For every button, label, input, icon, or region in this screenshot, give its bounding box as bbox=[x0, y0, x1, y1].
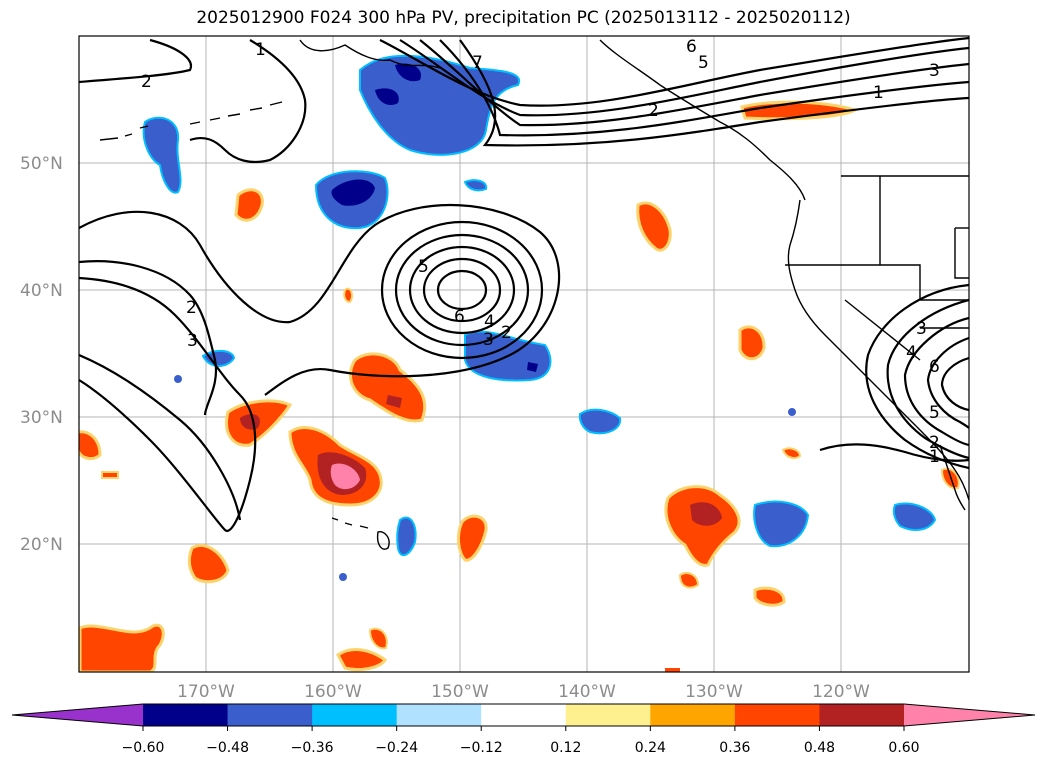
contour-label: 4 bbox=[484, 312, 495, 332]
coastlines bbox=[99, 39, 969, 550]
contour-label: 3 bbox=[187, 331, 198, 351]
contour-label: 7 bbox=[472, 53, 483, 73]
colorbar-tick-label: −0.36 bbox=[291, 740, 334, 756]
lon-label: 150°W bbox=[431, 682, 489, 702]
colorbar-cell bbox=[650, 704, 736, 726]
lat-label: 20°N bbox=[20, 535, 63, 555]
lat-label: 50°N bbox=[20, 154, 63, 174]
contour-label: 3 bbox=[483, 330, 494, 350]
colorbar: −0.60 −0.48 −0.36 −0.24 −0.12 0.12 0.24 0.36 0.4… bbox=[11, 703, 1036, 756]
contour-label: 2 bbox=[501, 323, 512, 343]
colorbar-extend-low bbox=[12, 704, 143, 726]
lon-label: 140°W bbox=[558, 682, 616, 702]
colorbar-cell bbox=[396, 704, 482, 726]
contour-label: 1 bbox=[929, 447, 940, 467]
contour-label: 5 bbox=[418, 257, 429, 277]
colorbar-cell bbox=[734, 704, 820, 726]
colorbar-tick-label: −0.24 bbox=[375, 740, 418, 756]
contour-label: 6 bbox=[686, 37, 697, 57]
colorbar-extend-high bbox=[904, 704, 1035, 726]
colorbar-cell bbox=[819, 704, 905, 726]
colorbar-tick-label: 0.60 bbox=[888, 740, 919, 756]
contour-label: 2 bbox=[929, 433, 940, 453]
contour-label: 6 bbox=[454, 307, 465, 327]
lat-labels: 50°N 40°N 30°N 20°N bbox=[20, 154, 63, 555]
lon-label: 160°W bbox=[304, 682, 362, 702]
pv-contours bbox=[79, 36, 969, 533]
colorbar-tick-label: 0.24 bbox=[635, 740, 666, 756]
contour-label: 1 bbox=[873, 83, 884, 103]
contour-label: 5 bbox=[929, 403, 940, 423]
contour-label: 5 bbox=[698, 53, 709, 73]
colorbar-tick-label: −0.60 bbox=[122, 740, 165, 756]
lat-label: 30°N bbox=[20, 408, 63, 428]
colorbar-cell bbox=[227, 704, 313, 726]
map-area: 1 2 7 6 5 3 1 2 2 3 5 6 4 3 2 3 6 5 2 1 … bbox=[79, 36, 969, 672]
contour-label: 2 bbox=[648, 101, 659, 121]
colorbar-tick-label: −0.12 bbox=[460, 740, 503, 756]
colorbar-tick-label: 0.12 bbox=[550, 740, 581, 756]
lon-labels: 170°W 160°W 150°W 140°W 130°W 120°W bbox=[177, 682, 870, 702]
colorbar-tick-label: 0.36 bbox=[719, 740, 750, 756]
contour-label: 2 bbox=[186, 298, 197, 318]
colorbar-tick-label: 0.48 bbox=[804, 740, 835, 756]
lon-label: 120°W bbox=[812, 682, 870, 702]
colorbar-cell bbox=[565, 704, 651, 726]
precip-positive bbox=[79, 100, 960, 672]
map-title: 2025012900 F024 300 hPa PV, precipitatio… bbox=[196, 8, 851, 28]
contour-label: 6 bbox=[929, 357, 940, 377]
lat-label: 40°N bbox=[20, 281, 63, 301]
contour-labels: 1 2 7 6 5 3 1 2 2 3 5 6 4 3 2 3 6 5 2 1 … bbox=[141, 37, 940, 467]
contour-label: 3 bbox=[916, 319, 927, 339]
contour-label: 1 bbox=[255, 40, 266, 60]
map-frame bbox=[78, 35, 970, 673]
colorbar-tick-label: −0.48 bbox=[206, 740, 249, 756]
colorbar-cell bbox=[143, 704, 229, 726]
colorbar-cell bbox=[481, 704, 567, 726]
contour-label: 3 bbox=[929, 61, 940, 81]
contour-label: 2 bbox=[141, 72, 152, 92]
colorbar-cell bbox=[312, 704, 398, 726]
lon-label: 130°W bbox=[685, 682, 743, 702]
lon-label: 170°W bbox=[177, 682, 235, 702]
